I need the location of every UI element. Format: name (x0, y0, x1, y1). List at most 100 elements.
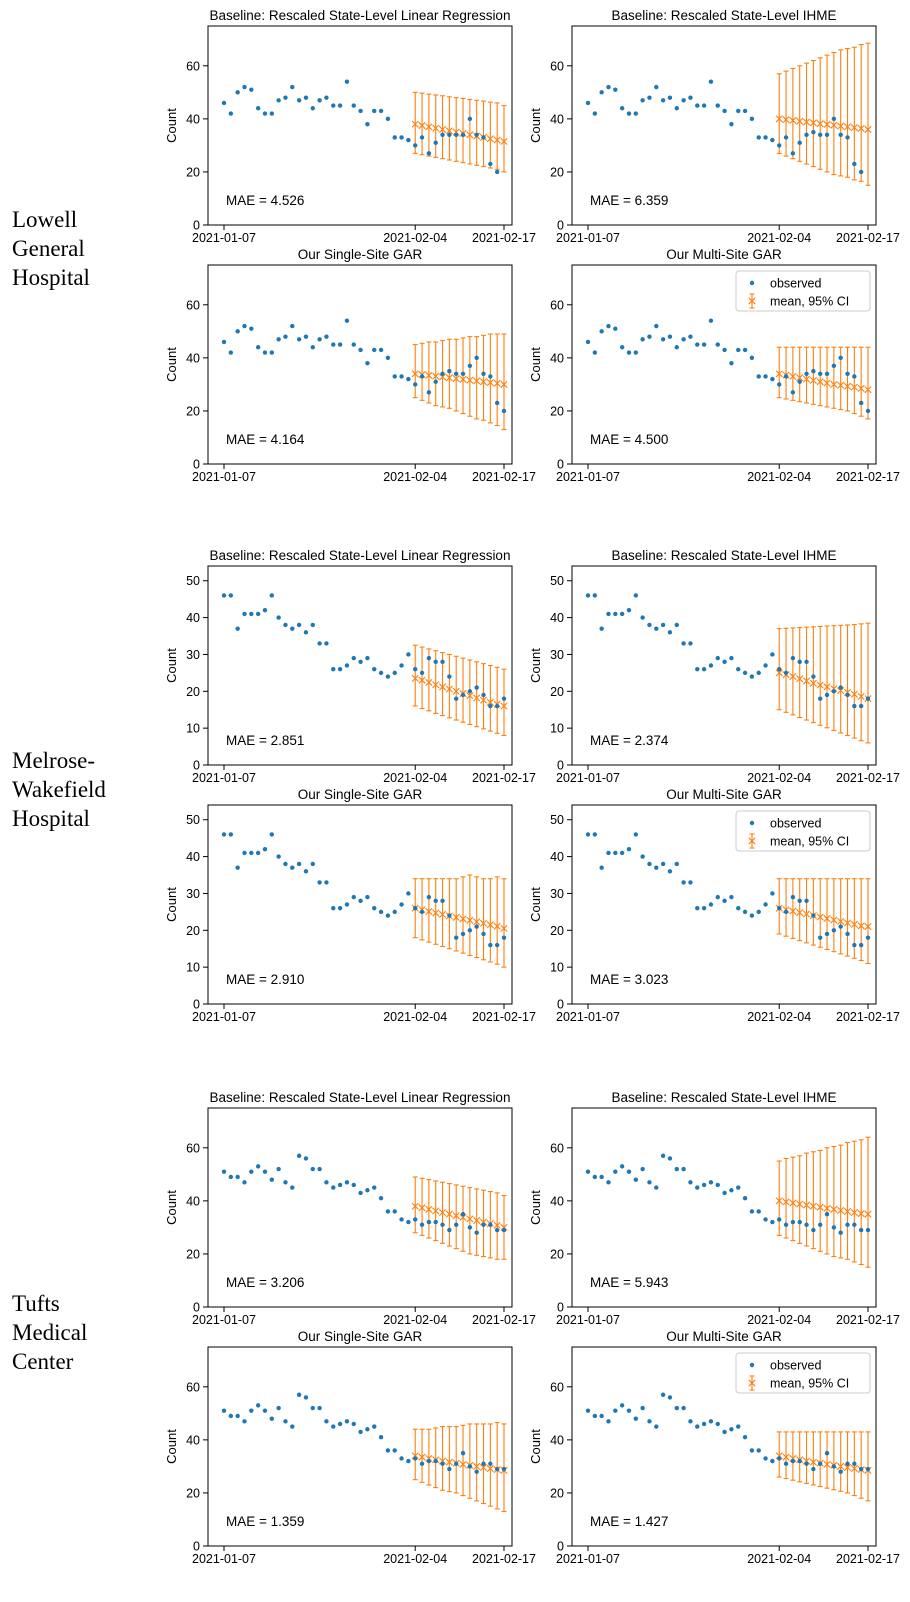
legend-forecast-label: mean, 95% CI (770, 1377, 849, 1391)
subplot: Our Multi-Site GAR 0 20 40 60 Count 2021-01-07… (528, 1329, 900, 1566)
observed-point (592, 1174, 598, 1180)
observed-point (626, 1169, 632, 1174)
observed-point (419, 374, 425, 379)
observed-point (777, 666, 782, 672)
observed-point (674, 861, 679, 867)
y-axis-label: Count (164, 108, 179, 143)
subplot-title: Our Single-Site GAR (298, 247, 423, 262)
subplot: Baseline: Rescaled State-Level IHME 0 20 40… (528, 8, 900, 245)
observed-point (242, 323, 247, 329)
subplot: Our Single-Site GAR 0 20 40 60 Count 2021-01-0… (164, 1329, 536, 1566)
mean-marker (850, 383, 858, 391)
observed-point (221, 1169, 227, 1174)
observed-point (845, 1222, 850, 1227)
mean-marker (789, 907, 797, 915)
observed-point (460, 692, 466, 698)
observed-point (592, 593, 598, 598)
observed-point (392, 374, 397, 379)
y-tick-label: 20 (550, 924, 564, 938)
observed-point (701, 1421, 707, 1427)
observed-point (262, 111, 268, 116)
observed-point (494, 942, 500, 948)
legend-mean-marker (748, 837, 756, 845)
observed-point (647, 861, 652, 867)
observed-point (613, 850, 618, 856)
observed-point (440, 132, 445, 137)
observed-point (715, 894, 720, 900)
mean-marker (796, 675, 804, 683)
mean-marker (816, 120, 824, 128)
axes-frame (571, 264, 877, 465)
y-axis-label: Count (528, 887, 543, 922)
mae-annotation: MAE = 3.023 (590, 972, 668, 987)
mean-marker (843, 123, 852, 131)
mean-marker (850, 690, 858, 698)
observed-point (242, 611, 247, 617)
mean-marker (500, 380, 508, 388)
observed-point (276, 337, 281, 342)
observed-point (599, 1174, 604, 1180)
observed-point (715, 1421, 720, 1427)
legend-forecast-label: mean, 95% CI (770, 835, 849, 849)
observed-point (654, 865, 659, 870)
observed-point (824, 692, 830, 698)
observed-point (585, 832, 591, 837)
y-tick-label: 0 (193, 1540, 200, 1554)
observed-point (626, 1408, 632, 1413)
mae-annotation: MAE = 4.500 (590, 432, 668, 447)
observed-point (640, 854, 645, 859)
observed-point (756, 670, 761, 676)
observed-point (399, 1456, 404, 1461)
y-tick-label: 0 (193, 1301, 200, 1315)
observed-point (633, 350, 639, 355)
observed-point (688, 1180, 693, 1185)
observed-point (385, 674, 391, 679)
mean-marker (843, 1207, 852, 1216)
observed-point (501, 1227, 507, 1233)
observed-point (838, 355, 843, 361)
observed-point (674, 106, 679, 111)
y-axis-label: Count (528, 1429, 543, 1464)
hospital-label-line: Wakefield (12, 777, 106, 802)
observed-point (701, 103, 707, 108)
mean-marker (432, 909, 440, 917)
y-axis-label: Count (164, 1429, 179, 1464)
observed-point (344, 902, 350, 907)
observed-point (770, 137, 775, 143)
observed-point (777, 1456, 782, 1461)
subplot-title: Our Single-Site GAR (298, 1329, 423, 1344)
observed-point (763, 1217, 768, 1222)
observed-point (419, 1461, 425, 1466)
observed-point (797, 1219, 802, 1225)
observed-point (385, 1209, 391, 1214)
observed-point (269, 1177, 275, 1182)
legend: observed mean, 95% CI (735, 1352, 871, 1394)
mean-marker (432, 124, 440, 132)
mean-marker (452, 687, 460, 695)
y-axis-label: Count (164, 1190, 179, 1225)
observed-point (585, 593, 591, 598)
observed-point (640, 337, 645, 342)
mean-marker (837, 686, 845, 695)
legend-observed-label: observed (770, 1359, 821, 1373)
y-tick-label: 0 (557, 219, 564, 233)
observed-point (831, 116, 837, 122)
observed-point (447, 1227, 452, 1233)
axes-frame (571, 25, 877, 226)
observed-point (337, 103, 343, 108)
observed-point (296, 1392, 302, 1397)
mean-marker (857, 384, 865, 392)
y-tick-label: 30 (186, 887, 200, 901)
mae-annotation: MAE = 1.359 (226, 1514, 304, 1529)
y-tick-label: 60 (550, 59, 564, 73)
observed-point (433, 1458, 438, 1464)
observed-point (488, 703, 493, 709)
mean-marker (830, 1205, 838, 1213)
observed-point (235, 329, 240, 334)
observed-point (824, 931, 830, 937)
axes-frame (571, 1346, 877, 1547)
observed-point (501, 408, 507, 414)
mean-marker (850, 920, 858, 928)
observed-point (255, 106, 261, 111)
legend-box (735, 1352, 871, 1394)
